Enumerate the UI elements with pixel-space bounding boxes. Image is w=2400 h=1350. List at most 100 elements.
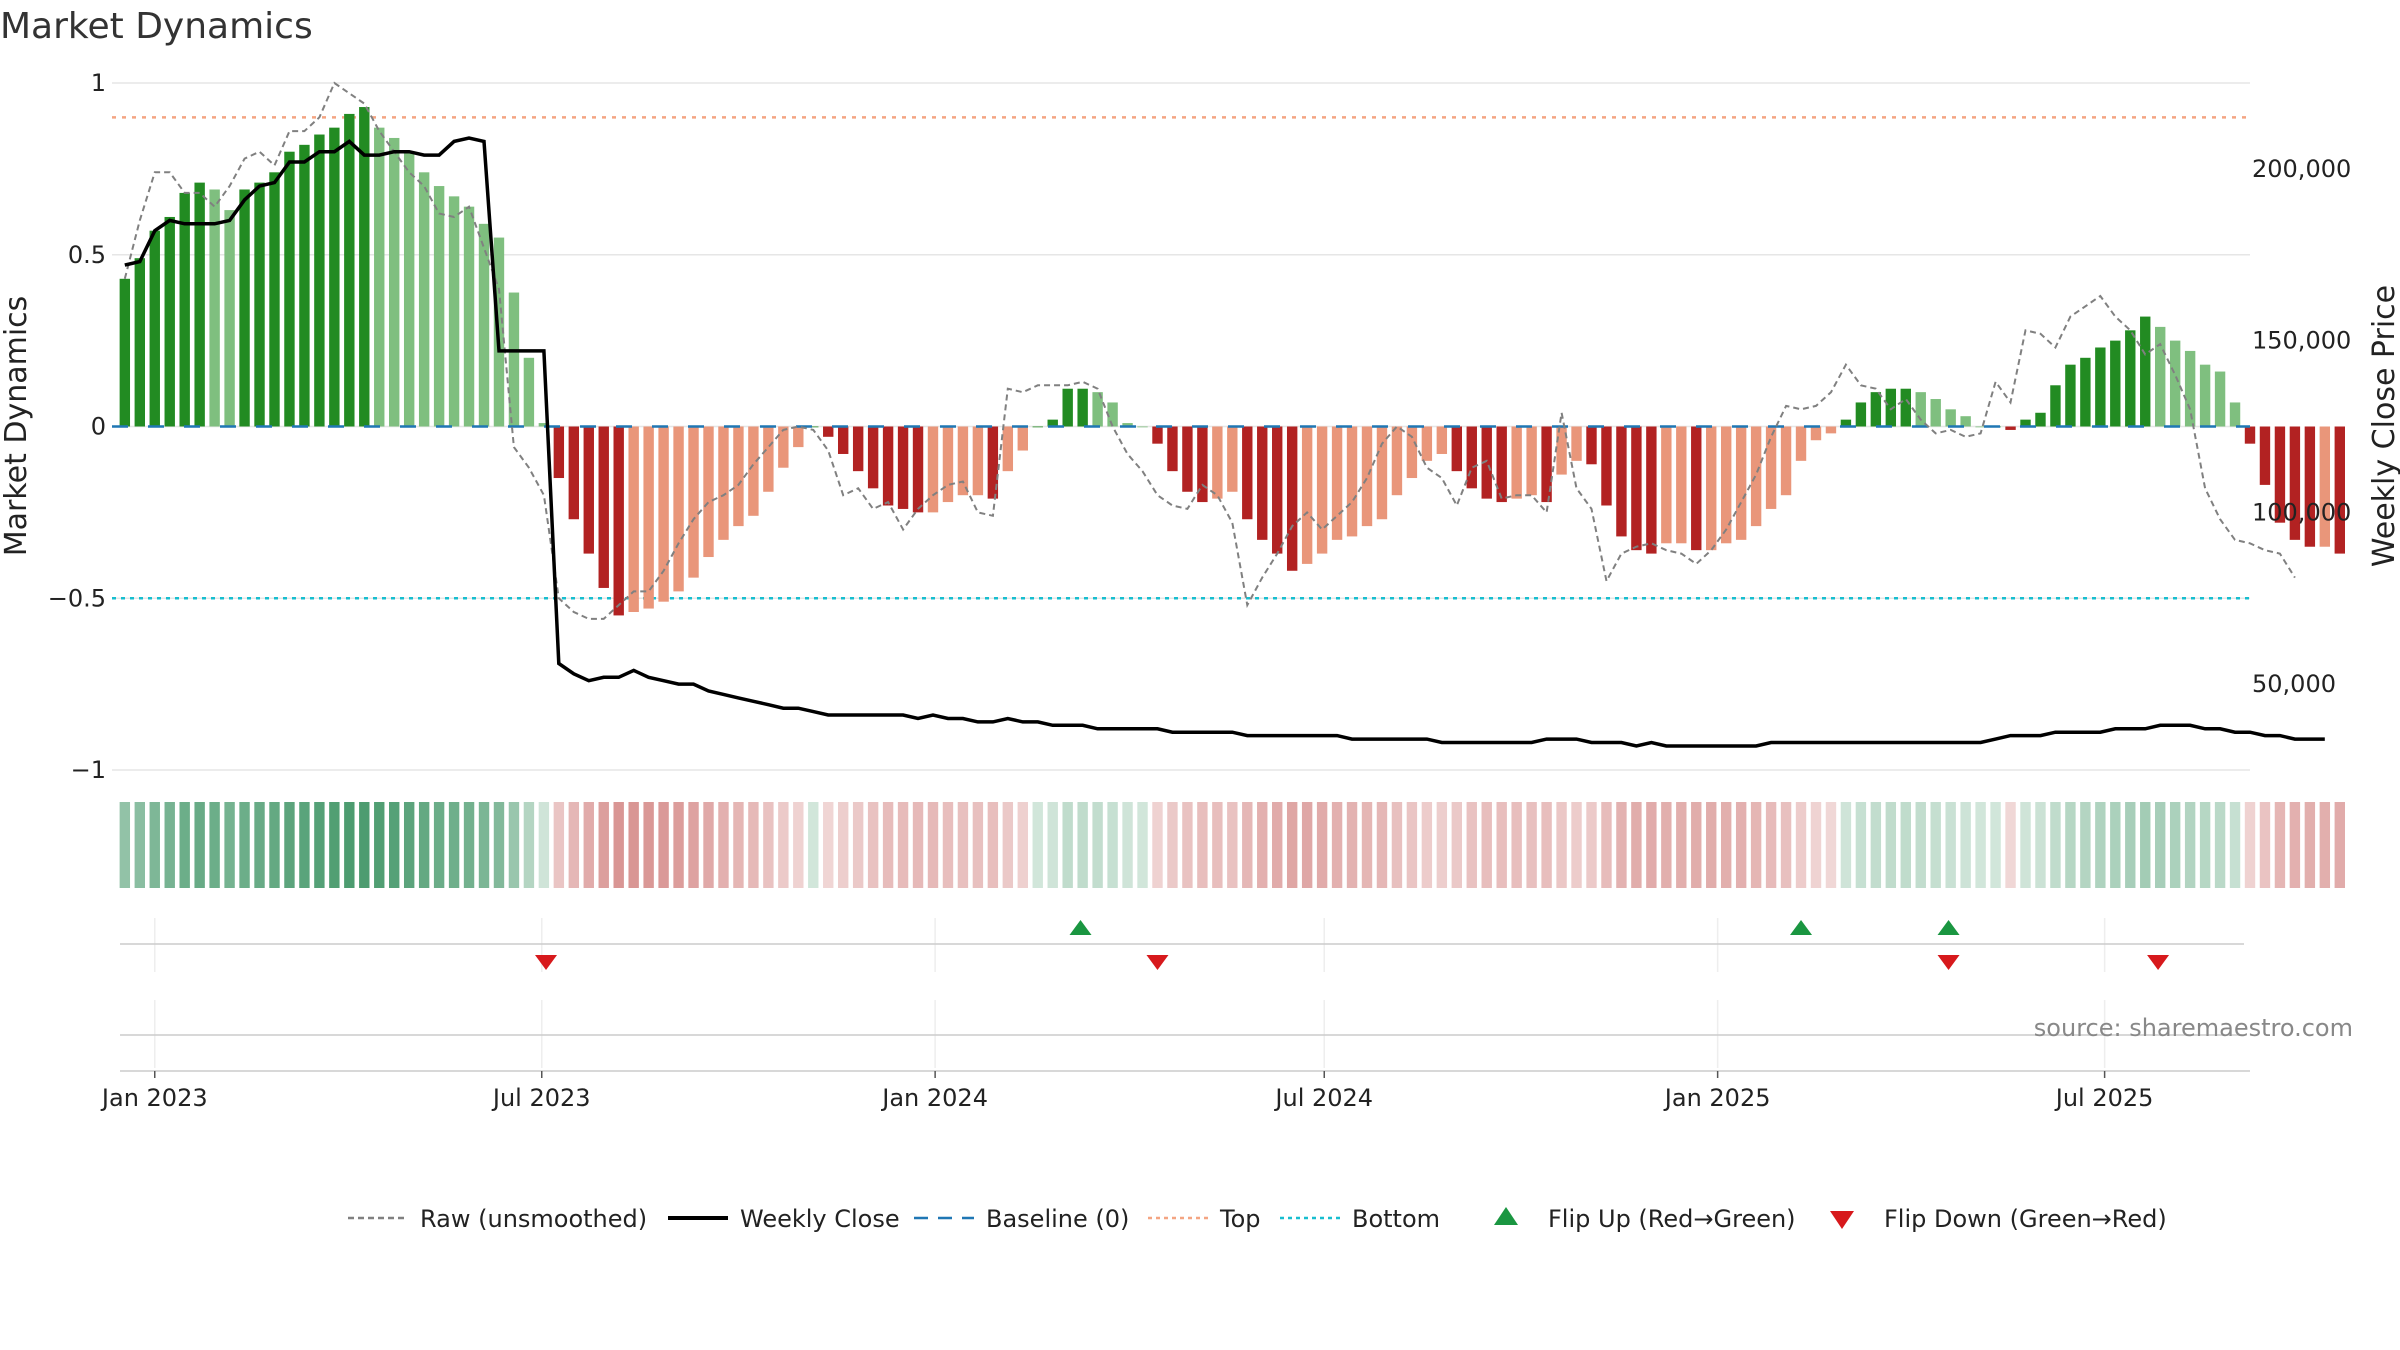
strip-cell: [179, 802, 190, 888]
bar: [2319, 426, 2331, 547]
strip-cell: [1900, 802, 1911, 888]
bar: [329, 127, 340, 427]
strip-cell: [1975, 802, 1986, 888]
strip-cell: [658, 802, 669, 888]
bar: [1301, 426, 1313, 564]
strip-cell: [1855, 802, 1867, 888]
strip-cell: [1107, 802, 1118, 888]
flip-up-marker: [1069, 920, 1092, 935]
strip-cell: [239, 802, 250, 888]
y-tick-label: −1: [71, 756, 106, 784]
bar: [134, 258, 145, 427]
bar: [1316, 426, 1328, 554]
bar: [269, 172, 280, 427]
x-tick-label: Jan 2024: [880, 1084, 988, 1112]
legend-flip-up-icon: [1494, 1207, 1518, 1225]
strip-cell: [1930, 802, 1941, 888]
bar: [1706, 426, 1717, 551]
bar: [2080, 357, 2091, 427]
strip-cell: [867, 802, 879, 888]
y-tick-label: 0.5: [68, 241, 106, 269]
legend-label: Top: [1219, 1205, 1261, 1233]
strip-cell: [1556, 802, 1567, 888]
bar: [763, 426, 774, 492]
bar: [1616, 426, 1627, 537]
bar: [837, 426, 849, 454]
bar: [1376, 426, 1388, 520]
strip-cell: [508, 802, 520, 888]
x-tick-label: Jan 2023: [100, 1084, 208, 1112]
bar: [1406, 426, 1418, 479]
flip-up-marker: [1937, 920, 1960, 935]
bar: [1496, 426, 1507, 503]
strip-cell: [448, 802, 460, 888]
bar: [1511, 426, 1522, 499]
bar: [1272, 426, 1283, 554]
strip-cell: [164, 802, 175, 888]
flip-down-marker: [1937, 955, 1960, 970]
legend-item: Bottom: [1280, 1205, 1440, 1233]
strip-cell: [1915, 802, 1926, 888]
bar: [164, 216, 175, 427]
strip-cell: [1840, 802, 1852, 888]
strip-cell: [1451, 802, 1463, 888]
reference-lines: [112, 116, 2250, 600]
y2-tick-label: 150,000: [2252, 327, 2351, 355]
y-axis-label: Market Dynamics: [0, 296, 34, 557]
legend-item: Flip Up (Red→Green): [1494, 1205, 1796, 1233]
bar: [673, 426, 684, 592]
strip-cell: [1391, 802, 1403, 888]
bar: [1391, 426, 1403, 496]
strip-cell: [987, 802, 999, 888]
strip-cell: [209, 802, 220, 888]
bar: [1152, 426, 1163, 444]
bar: [1661, 426, 1672, 544]
strip-cell: [673, 802, 684, 888]
bar: [1032, 426, 1043, 428]
strip-cell: [2229, 802, 2241, 888]
bar: [2214, 371, 2226, 427]
strip-cell: [927, 802, 939, 888]
strip-cell: [583, 802, 594, 888]
strip-cell: [1047, 802, 1058, 888]
strip-cell: [1960, 802, 1971, 888]
bar: [433, 186, 445, 427]
strip-cell: [2050, 802, 2061, 888]
bar: [748, 426, 759, 516]
bar: [1167, 426, 1178, 472]
strip-cell: [2080, 802, 2091, 888]
flip-up-marker: [1790, 920, 1813, 935]
bar: [1137, 426, 1148, 428]
bar: [1002, 426, 1014, 472]
strip-cell: [403, 802, 415, 888]
bar: [2035, 412, 2046, 427]
bar: [119, 278, 131, 427]
x-tick-label: Jan 2025: [1663, 1084, 1771, 1112]
x-tick-label: Jul 2024: [1273, 1084, 1373, 1112]
strip-cell: [2289, 802, 2301, 888]
strip-cell: [1646, 802, 1657, 888]
strip-cell: [1706, 802, 1717, 888]
strip-cell: [823, 802, 834, 888]
y2-tick-label: 50,000: [2252, 670, 2336, 698]
strip-cell: [643, 802, 654, 888]
x-tick-label: Jul 2025: [2054, 1084, 2154, 1112]
bar: [1975, 426, 1986, 428]
bar: [2304, 426, 2316, 547]
bar: [553, 426, 565, 479]
bar: [2020, 419, 2031, 427]
bar: [912, 426, 924, 513]
strip-cell: [463, 802, 475, 888]
bar: [2229, 402, 2241, 427]
legend-item: Raw (unsmoothed): [348, 1205, 647, 1233]
legend-flip-down-icon: [1830, 1211, 1854, 1229]
bar: [2140, 316, 2151, 427]
bar: [1855, 402, 1867, 427]
strip-cell: [1586, 802, 1597, 888]
bar: [1017, 426, 1028, 451]
bar: [389, 137, 400, 427]
bar: [1735, 426, 1747, 540]
regime-strip: [119, 802, 2345, 888]
bar: [523, 357, 535, 427]
